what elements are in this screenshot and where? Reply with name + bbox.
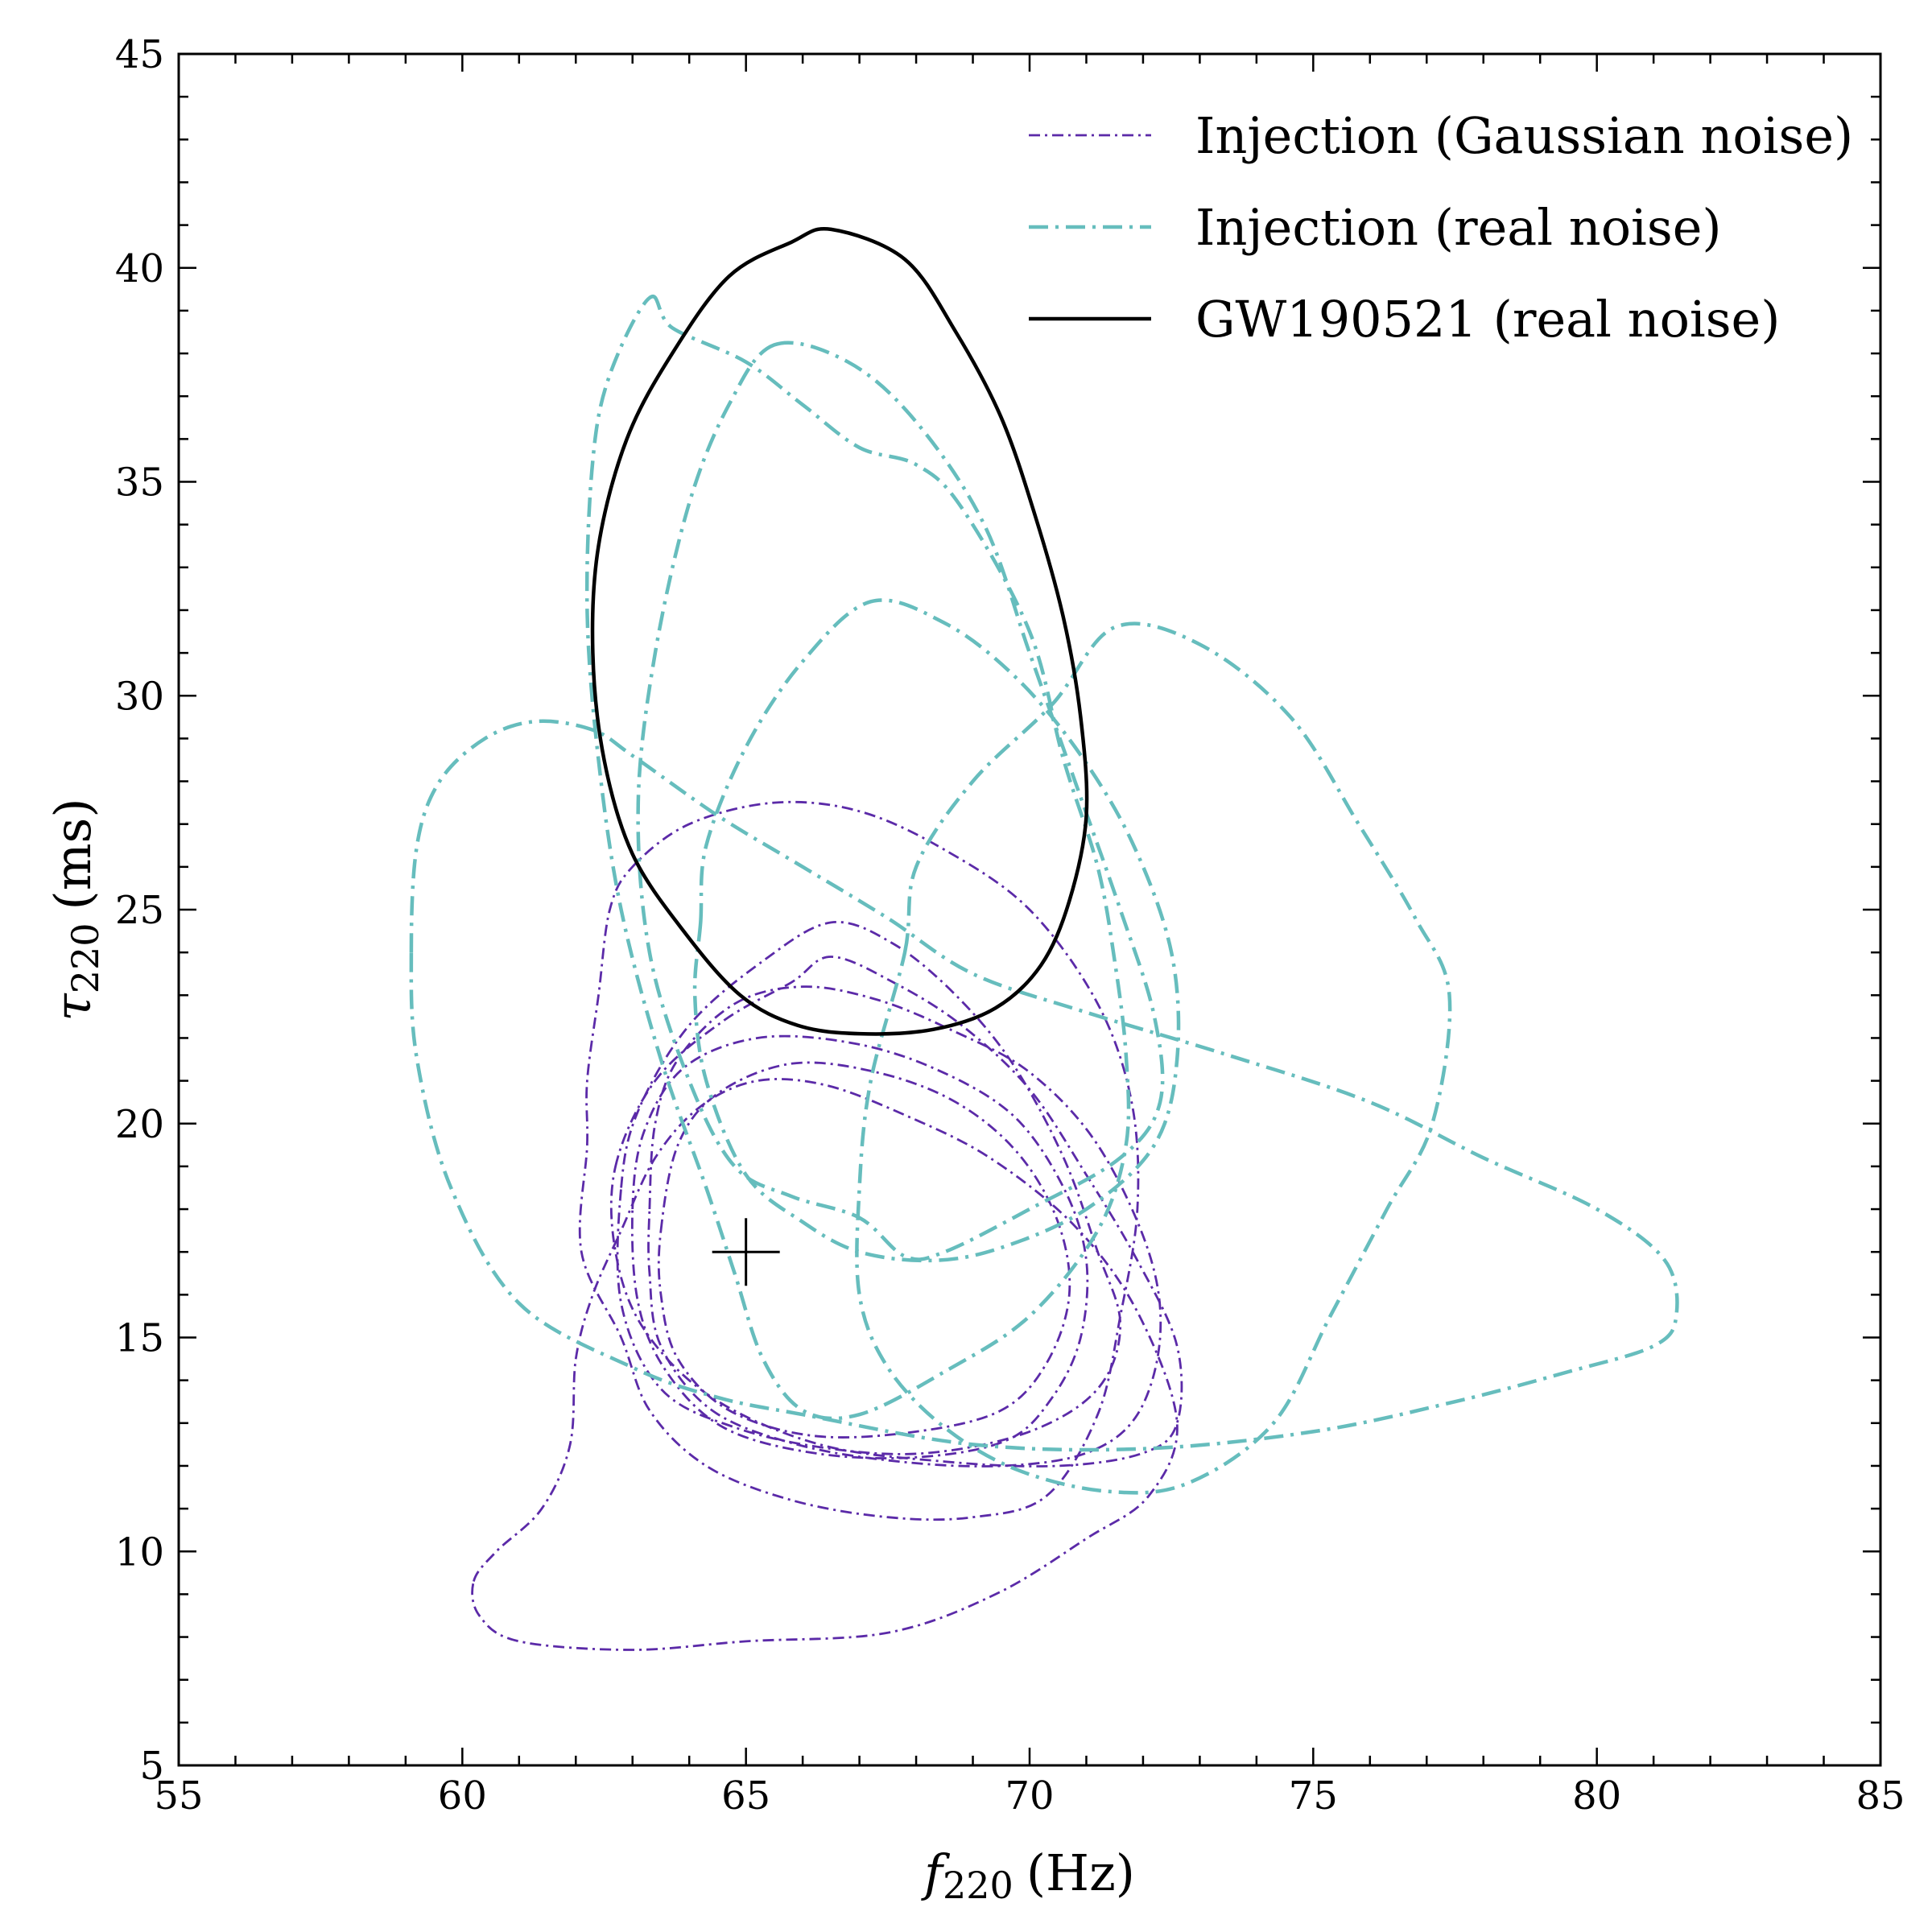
x-axis-subscript: 220	[943, 1864, 1013, 1907]
tick-labels: 55 60 65 70 75 80 85 5 10 15 20 25 30 35 40 45	[115, 32, 1905, 1818]
y-tick-label: 25	[115, 888, 164, 933]
contour-series-0-0	[471, 1078, 1179, 1651]
contour-series-1-2	[636, 341, 1165, 1261]
y-tick-label: 30	[115, 674, 164, 719]
x-tick-label: 80	[1572, 1773, 1621, 1818]
contour-series-0-6	[609, 956, 1183, 1468]
contour-series-1-4	[855, 621, 1452, 1495]
y-tick-label: 20	[115, 1102, 164, 1147]
plot-frame	[177, 52, 1882, 1767]
injection-marker	[712, 1218, 780, 1286]
y-axis-label: τ220 (ms)	[43, 798, 107, 1021]
contour-series-2-0	[590, 226, 1089, 1036]
legend: Injection (Gaussian noise) Injection (rea…	[1029, 106, 1853, 349]
y-tick-label: 5	[139, 1744, 164, 1789]
y-tick-label: 35	[115, 460, 164, 506]
contour-series-0-5	[616, 920, 1122, 1455]
contour-series-0-2	[647, 985, 1162, 1468]
contour-series-0-4	[657, 1061, 1071, 1439]
x-tick-label: 65	[721, 1773, 770, 1818]
y-tick-label: 10	[115, 1530, 164, 1575]
legend-label-2: GW190521 (real noise)	[1195, 290, 1780, 349]
contour-series-1-3	[692, 598, 1181, 1263]
contour-series-1-0	[409, 719, 1679, 1452]
contour-layer	[409, 226, 1679, 1651]
contour-series-0-3	[630, 1034, 1089, 1459]
y-tick-label: 15	[115, 1316, 164, 1361]
x-tick-label: 70	[1005, 1773, 1054, 1818]
x-axis-label: f220 (Hz)	[921, 1843, 1135, 1907]
y-tick-label: 45	[115, 32, 164, 77]
y-tick-label: 40	[115, 246, 164, 291]
x-axis-unit: (Hz)	[1026, 1843, 1135, 1902]
y-axis-subscript: 220	[64, 923, 107, 993]
x-tick-label: 60	[438, 1773, 487, 1818]
y-axis-unit: (ms)	[43, 798, 102, 910]
x-tick-label: 55	[154, 1773, 203, 1818]
x-tick-label: 75	[1289, 1773, 1338, 1818]
x-tick-label: 85	[1856, 1773, 1905, 1818]
legend-label-1: Injection (real noise)	[1195, 198, 1722, 257]
legend-label-0: Injection (Gaussian noise)	[1195, 106, 1853, 165]
y-axis-symbol: τ	[43, 993, 102, 1022]
contour-series-0-1	[578, 800, 1140, 1521]
